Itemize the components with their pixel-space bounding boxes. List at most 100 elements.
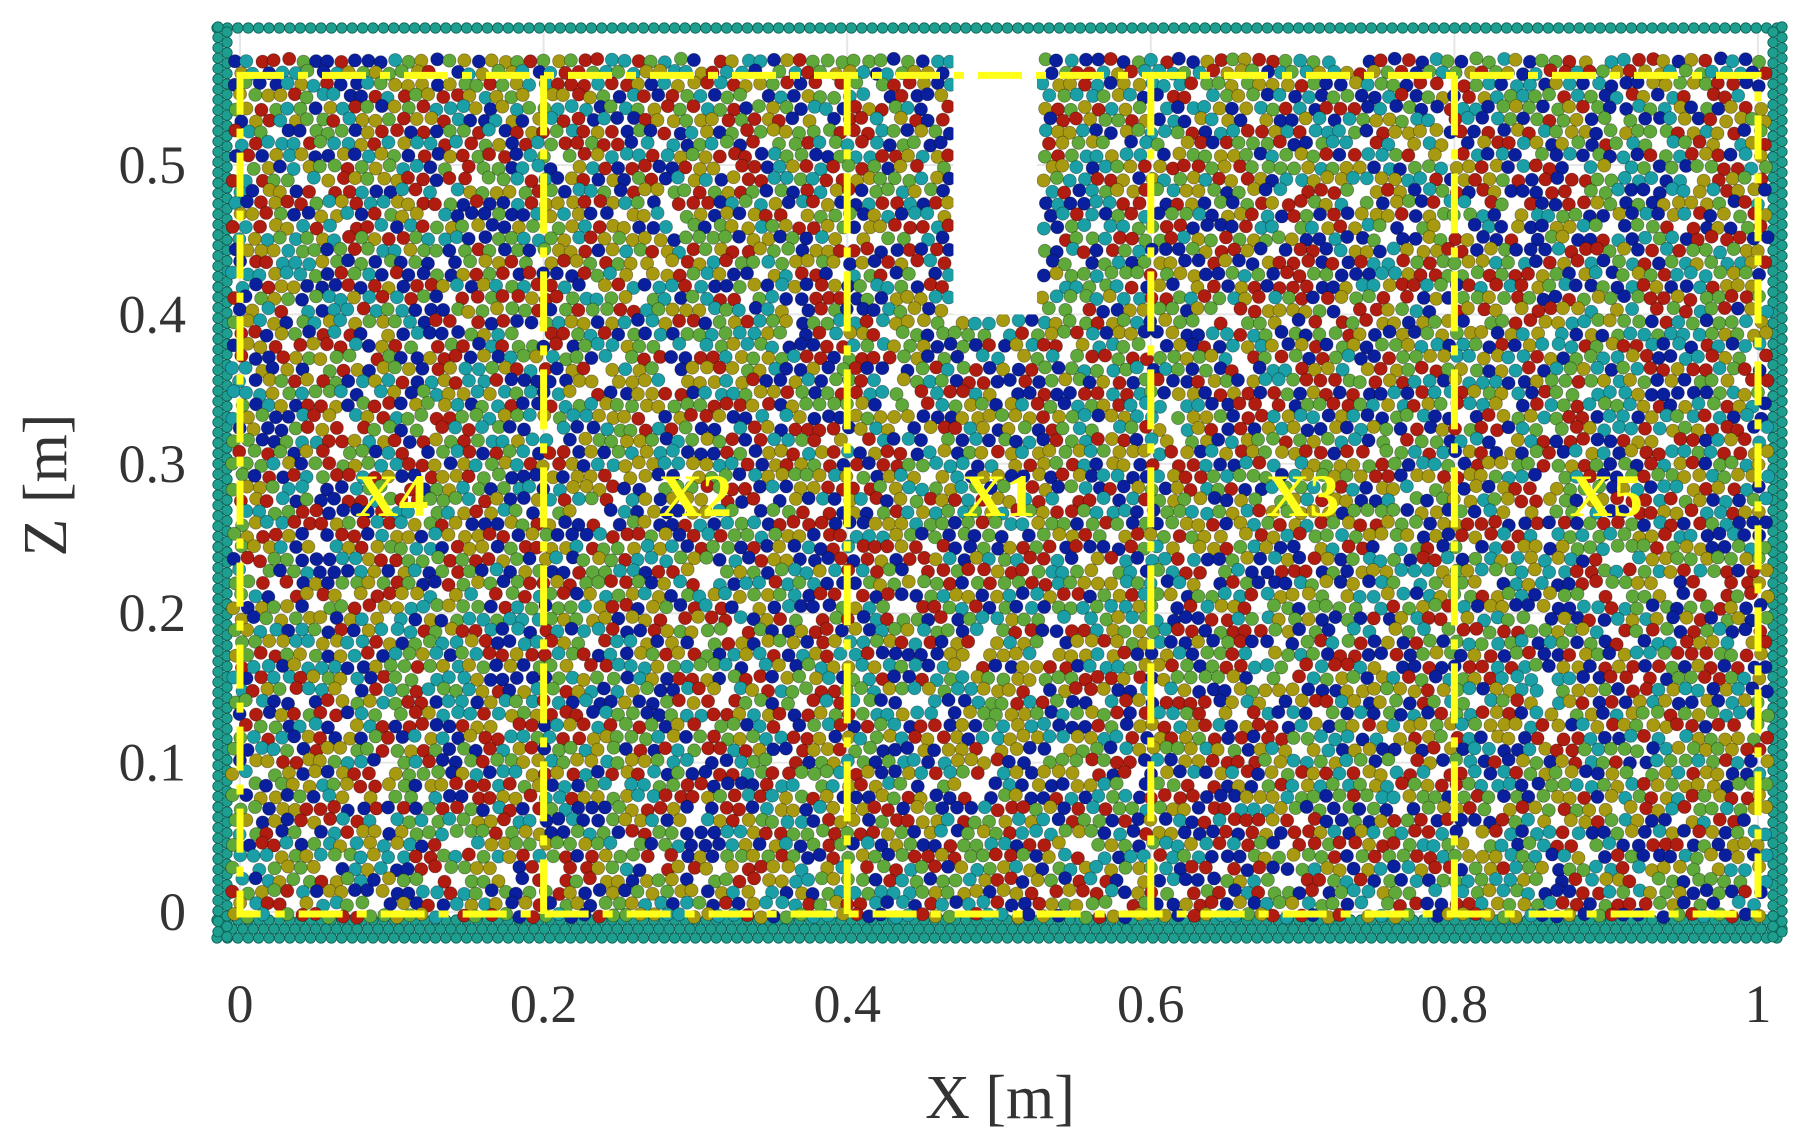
particle — [1509, 99, 1524, 114]
particle — [967, 316, 982, 331]
particle — [1320, 291, 1335, 306]
wall-particle — [221, 400, 233, 412]
wall-particle — [1767, 286, 1779, 298]
particle — [981, 316, 996, 331]
particle — [295, 479, 310, 494]
particle — [1724, 432, 1739, 447]
particle — [779, 170, 794, 185]
particle — [261, 88, 276, 103]
particle — [1041, 301, 1056, 316]
particle — [1197, 289, 1212, 304]
particle — [266, 456, 281, 471]
particle — [1612, 420, 1627, 435]
particle — [327, 136, 342, 151]
particle — [564, 99, 579, 114]
particle — [1036, 337, 1051, 352]
particle — [1684, 146, 1699, 161]
particle — [597, 278, 612, 293]
particle — [1008, 408, 1023, 423]
particle — [753, 384, 768, 399]
particle — [1480, 146, 1495, 161]
particle — [387, 433, 402, 448]
particle — [799, 467, 814, 482]
particle — [1346, 170, 1361, 185]
particle — [1051, 360, 1066, 375]
particle — [1313, 207, 1328, 222]
particle — [578, 431, 593, 446]
wall-particle — [221, 712, 233, 725]
particle — [1164, 444, 1179, 459]
particle — [255, 407, 270, 422]
particle — [812, 468, 827, 483]
particle — [443, 149, 458, 164]
particle — [720, 205, 735, 220]
particle — [1312, 397, 1327, 412]
particle — [1683, 265, 1698, 280]
particle — [1261, 159, 1276, 174]
particle — [1617, 313, 1632, 328]
particle — [1544, 373, 1559, 388]
wall-particle — [668, 22, 681, 34]
particle — [1381, 469, 1396, 484]
particle — [982, 433, 997, 448]
particle — [549, 266, 564, 281]
particle — [814, 277, 829, 292]
wall-particle — [1033, 22, 1045, 34]
particle — [1090, 431, 1105, 446]
particle — [1625, 348, 1640, 363]
particle — [1373, 361, 1388, 376]
particle — [934, 88, 949, 103]
particle — [1366, 419, 1381, 434]
particle — [1266, 431, 1281, 446]
particle — [287, 87, 302, 102]
particle — [624, 349, 639, 364]
particle — [408, 230, 423, 245]
particle — [619, 244, 634, 259]
particle — [1467, 384, 1482, 399]
particle — [829, 372, 844, 387]
particle — [1291, 312, 1306, 327]
particle — [1644, 314, 1659, 329]
particle — [1306, 410, 1321, 425]
particle — [1098, 231, 1113, 246]
particle — [1036, 173, 1051, 188]
particle — [1123, 87, 1138, 102]
particle — [1456, 313, 1471, 328]
particle — [1184, 76, 1199, 91]
particle — [1220, 326, 1235, 341]
particle — [1198, 363, 1213, 378]
wall-particle — [1303, 22, 1315, 34]
particle — [414, 407, 429, 422]
particle — [1307, 76, 1322, 91]
particle — [420, 445, 435, 460]
particle — [748, 300, 763, 315]
particle — [1678, 63, 1693, 78]
particle — [617, 409, 632, 424]
wall-particle — [1698, 22, 1710, 34]
particle — [427, 197, 442, 212]
particle — [461, 492, 476, 507]
particle — [854, 183, 869, 198]
particle — [1576, 361, 1591, 376]
particle — [1167, 468, 1182, 483]
particle — [610, 111, 625, 126]
particle — [248, 87, 263, 102]
particle — [1327, 185, 1342, 200]
particle — [732, 229, 747, 244]
particle — [485, 217, 500, 232]
wall-particle — [502, 22, 514, 34]
particle — [827, 396, 842, 411]
particle — [402, 435, 417, 450]
particle — [1240, 123, 1255, 138]
particle — [1617, 218, 1632, 233]
particle — [826, 444, 841, 459]
particle — [935, 397, 950, 412]
particle — [225, 361, 240, 376]
particle — [1704, 255, 1719, 270]
particle — [327, 158, 342, 173]
wall-particle — [1490, 22, 1502, 34]
particle — [618, 289, 633, 304]
particle — [1469, 431, 1484, 446]
particle — [955, 433, 970, 448]
